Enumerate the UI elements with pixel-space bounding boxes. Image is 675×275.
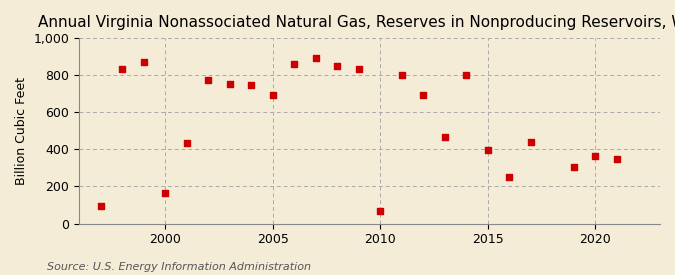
Point: [375, 209, 385, 214]
Point: [332, 64, 343, 68]
Point: [95, 204, 106, 208]
Title: Annual Virginia Nonassociated Natural Gas, Reserves in Nonproducing Reservoirs, : Annual Virginia Nonassociated Natural Ga…: [38, 15, 675, 30]
Point: [246, 83, 256, 88]
Point: [267, 92, 278, 97]
Point: [224, 82, 235, 87]
Point: [160, 191, 171, 195]
Point: [461, 73, 472, 77]
Point: [354, 67, 364, 71]
Point: [117, 67, 128, 71]
Point: [138, 60, 149, 64]
Point: [310, 55, 321, 60]
Point: [202, 78, 213, 82]
Point: [396, 73, 407, 77]
Text: Source: U.S. Energy Information Administration: Source: U.S. Energy Information Administ…: [47, 262, 311, 271]
Point: [612, 156, 622, 161]
Y-axis label: Billion Cubic Feet: Billion Cubic Feet: [15, 77, 28, 185]
Point: [439, 135, 450, 139]
Point: [483, 148, 493, 153]
Point: [504, 175, 515, 179]
Point: [418, 92, 429, 97]
Point: [526, 140, 537, 144]
Point: [590, 154, 601, 158]
Point: [568, 165, 579, 169]
Point: [182, 141, 192, 145]
Point: [289, 62, 300, 66]
